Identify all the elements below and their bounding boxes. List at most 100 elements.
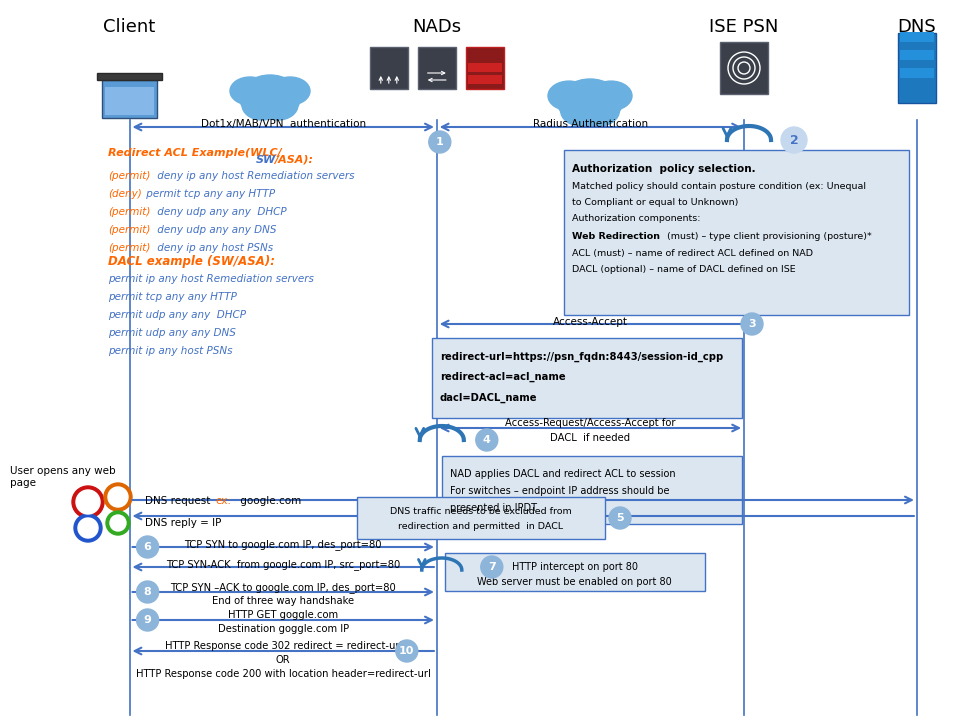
Circle shape [136, 609, 158, 631]
Bar [370, 47, 408, 89]
Text: DNS: DNS [898, 18, 936, 36]
Text: 10: 10 [399, 646, 415, 656]
Text: (must) – type client provisioning (posture)*: (must) – type client provisioning (postu… [664, 232, 872, 241]
Bar [900, 68, 934, 78]
Circle shape [481, 556, 503, 578]
Circle shape [136, 536, 158, 558]
Text: Dot1x/MAB/VPN  authentication: Dot1x/MAB/VPN authentication [201, 119, 366, 129]
Text: ex:: ex: [216, 496, 231, 506]
Text: DACL (optional) – name of DACL defined on ISE: DACL (optional) – name of DACL defined o… [572, 265, 796, 274]
Circle shape [78, 518, 98, 538]
Text: permit udp any any  DHCP: permit udp any any DHCP [108, 310, 246, 320]
Text: HTTP GET goggle.com: HTTP GET goggle.com [228, 610, 338, 620]
Text: 6: 6 [144, 542, 152, 552]
Text: Radius Authentication: Radius Authentication [533, 119, 648, 129]
Text: For switches – endpoint IP address should be: For switches – endpoint IP address shoul… [450, 486, 669, 496]
Circle shape [110, 515, 126, 531]
Ellipse shape [548, 81, 590, 110]
Text: google.com: google.com [236, 496, 300, 506]
Text: 7: 7 [488, 562, 495, 572]
Bar [102, 80, 157, 118]
Text: OR: OR [276, 655, 291, 665]
Circle shape [106, 511, 130, 535]
Text: redirection and permitted  in DACL: redirection and permitted in DACL [398, 522, 564, 531]
Text: to Compliant or equal to Unknown): to Compliant or equal to Unknown) [572, 198, 738, 207]
Text: HTTP Response code 302 redirect = redirect-url: HTTP Response code 302 redirect = redire… [164, 641, 402, 651]
Bar [466, 47, 504, 89]
Text: Matched policy should contain posture condition (ex: Unequal: Matched policy should contain posture co… [572, 182, 866, 191]
Text: Authorization components:: Authorization components: [572, 214, 701, 223]
Text: DNS request: DNS request [145, 496, 213, 506]
Text: (permit): (permit) [108, 207, 151, 217]
Ellipse shape [242, 75, 298, 115]
Text: Web server must be enabled on port 80: Web server must be enabled on port 80 [477, 577, 672, 587]
Circle shape [781, 127, 807, 153]
Text: Access-Request/Access-Accept for: Access-Request/Access-Accept for [505, 418, 676, 428]
Bar [898, 33, 936, 103]
Text: ACL (must) – name of redirect ACL defined on NAD: ACL (must) – name of redirect ACL define… [572, 249, 813, 258]
Text: DNS reply = IP: DNS reply = IP [145, 518, 221, 528]
Ellipse shape [270, 77, 310, 105]
Text: HTTP Response code 200 with location header=redirect-url: HTTP Response code 200 with location hea… [135, 669, 431, 679]
Bar [444, 553, 705, 591]
Ellipse shape [242, 90, 282, 120]
Text: SW: SW [256, 155, 276, 165]
Text: deny udp any any DNS: deny udp any any DNS [155, 225, 276, 235]
Text: 9: 9 [144, 615, 152, 625]
Text: 2: 2 [790, 133, 799, 146]
Text: redirect-acl=acl_name: redirect-acl=acl_name [440, 372, 565, 382]
Circle shape [476, 429, 498, 451]
Ellipse shape [577, 95, 619, 126]
Circle shape [396, 640, 418, 662]
Bar [468, 75, 502, 84]
Ellipse shape [588, 93, 621, 118]
Text: deny ip any host PSNs: deny ip any host PSNs [155, 243, 274, 253]
Text: 2: 2 [790, 135, 798, 145]
Circle shape [104, 483, 132, 511]
Text: permit tcp any any HTTP: permit tcp any any HTTP [143, 189, 275, 199]
Text: DNS traffic needs to be excluded from: DNS traffic needs to be excluded from [390, 507, 572, 516]
Text: DACL  if needed: DACL if needed [550, 433, 631, 443]
Text: redirect-url=https://psn_fqdn:8443/session-id_cpp: redirect-url=https://psn_fqdn:8443/sessi… [440, 352, 723, 362]
Ellipse shape [240, 88, 272, 112]
Text: User opens any web
page: User opens any web page [10, 466, 115, 487]
Text: Destination goggle.com IP: Destination goggle.com IP [218, 624, 348, 634]
Text: DACL example (SW/ASA):: DACL example (SW/ASA): [108, 255, 275, 268]
Text: HTTP intercept on port 80: HTTP intercept on port 80 [512, 562, 637, 572]
Text: presented in IPDT: presented in IPDT [450, 503, 537, 513]
Circle shape [108, 487, 128, 507]
Text: 5: 5 [616, 513, 624, 523]
Text: Access-Accept: Access-Accept [553, 317, 628, 327]
Bar [900, 50, 934, 60]
Text: 1: 1 [436, 137, 444, 147]
Ellipse shape [561, 79, 619, 121]
Text: (deny): (deny) [108, 189, 142, 199]
Text: NAD applies DACL and redirect ACL to session: NAD applies DACL and redirect ACL to ses… [450, 469, 676, 479]
Text: NADs: NADs [412, 18, 462, 36]
Text: permit ip any host Remediation servers: permit ip any host Remediation servers [108, 274, 314, 284]
Bar [442, 456, 742, 524]
Ellipse shape [561, 95, 603, 126]
Text: (permit): (permit) [108, 243, 151, 253]
Text: Client: Client [104, 18, 156, 36]
Circle shape [136, 581, 158, 603]
Bar [900, 32, 934, 42]
Text: /ASA):: /ASA): [274, 155, 313, 165]
Text: 8: 8 [144, 587, 152, 597]
Text: ISE PSN: ISE PSN [709, 18, 779, 36]
Text: dacl=DACL_name: dacl=DACL_name [440, 393, 538, 403]
Text: permit tcp any any HTTP: permit tcp any any HTTP [108, 292, 237, 302]
Bar [418, 47, 456, 89]
Text: 4: 4 [483, 435, 491, 445]
Ellipse shape [559, 93, 592, 118]
Bar [720, 42, 768, 94]
Text: permit udp any any DNS: permit udp any any DNS [108, 328, 236, 338]
Ellipse shape [230, 77, 270, 105]
Text: Redirect ACL Example(WLC/: Redirect ACL Example(WLC/ [108, 148, 281, 158]
Bar [432, 338, 742, 418]
Circle shape [741, 313, 763, 335]
Circle shape [74, 514, 102, 542]
Ellipse shape [268, 88, 300, 112]
Text: Web Redirection: Web Redirection [572, 232, 660, 241]
Text: deny udp any any  DHCP: deny udp any any DHCP [155, 207, 287, 217]
